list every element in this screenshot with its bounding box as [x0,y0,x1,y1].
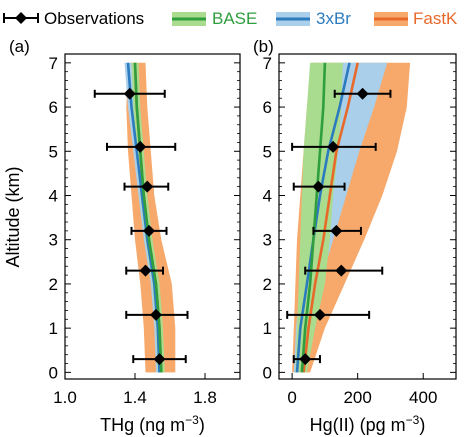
obs-marker [299,353,312,366]
x-axis-label-b: Hg(II) (pg m−3) [310,413,426,435]
y-tick-label-a: 4 [49,186,58,205]
y-tick-label-b: 2 [263,275,272,294]
y-tick-label-a: 5 [49,142,58,161]
obs-marker [143,224,155,237]
obs-marker [139,264,152,277]
panel-b: 0 1 2 3 4 5 6 7 0 200 400 (b) Hg(II) (pg m−3) [253,37,457,435]
legend: Observations BASE 3xBr FastK [3,9,458,28]
y-tick-label-a: 7 [49,54,58,73]
line-base-b [300,62,327,373]
panel-a: 0 1 2 3 4 5 6 7 1.0 1.4 1.8 (a) THg (ng m−3) [9,37,241,435]
legend-obs-diamond [15,12,27,24]
observation-a-4 [123,180,170,193]
x-tick-label-a: 1.8 [193,388,217,407]
observation-a-3 [130,224,168,237]
obs-marker [335,264,348,277]
y-axis-label: Altitude (km) [3,166,23,267]
x-tick-label-b: 400 [409,388,437,407]
plot-area-a [93,62,189,373]
legend-obs-label: Observations [44,9,144,28]
x-tick-label-a: 1.0 [53,388,77,407]
legend-3xbr-label: 3xBr [316,9,351,28]
obs-marker [313,308,326,321]
panel-label-b: (b) [253,37,274,56]
line-fastk-b [302,62,359,373]
obs-marker [312,180,325,193]
observation-b-1 [286,308,371,321]
panel-label-a: (a) [9,37,30,56]
observation-b-6 [333,87,392,100]
obs-marker [134,140,147,153]
obs-marker [141,180,154,193]
obs-marker [327,140,340,153]
line-3xbr-b [295,62,351,373]
observation-b-3 [312,224,362,237]
y-tick-label-b: 0 [263,363,272,382]
y-tick-label-a: 3 [49,231,58,250]
observation-b-2 [304,264,384,277]
y-tick-label-b: 6 [263,98,272,117]
x-axis-label-a: THg (ng m−3) [100,413,205,435]
y-tick-label-b: 3 [263,231,272,250]
axes-frame-a [64,53,241,380]
y-tick-label-b: 7 [263,54,272,73]
observation-a-5 [106,140,177,153]
y-tick-label-b: 4 [263,186,272,205]
observation-a-0 [132,353,187,366]
y-tick-label-a: 6 [49,98,58,117]
line-3xbr-a [126,62,161,373]
y-tick-label-b: 5 [263,142,272,161]
line-base-a [133,62,163,373]
y-tick-label-b: 1 [263,319,272,338]
observation-b-0 [292,353,321,366]
observation-b-5 [291,140,377,153]
obs-marker [150,308,162,321]
x-tick-label-b: 200 [343,388,371,407]
obs-marker [330,224,343,237]
observation-a-6 [93,87,166,100]
y-tick-label-a: 0 [49,363,58,382]
observation-b-4 [292,180,346,193]
plot-area-b [286,62,411,373]
x-tick-label-a: 1.4 [123,388,147,407]
obs-marker [356,87,369,100]
obs-marker [153,353,166,366]
legend-fastk-label: FastK [413,9,458,28]
x-tick-label-b: 0 [287,388,296,407]
legend-base-label: BASE [212,9,257,28]
y-tick-label-a: 2 [49,275,58,294]
obs-marker [123,87,136,100]
axes-frame-b [278,53,457,380]
observation-a-1 [125,308,189,321]
y-tick-label-a: 1 [49,319,58,338]
observation-a-2 [125,264,164,277]
